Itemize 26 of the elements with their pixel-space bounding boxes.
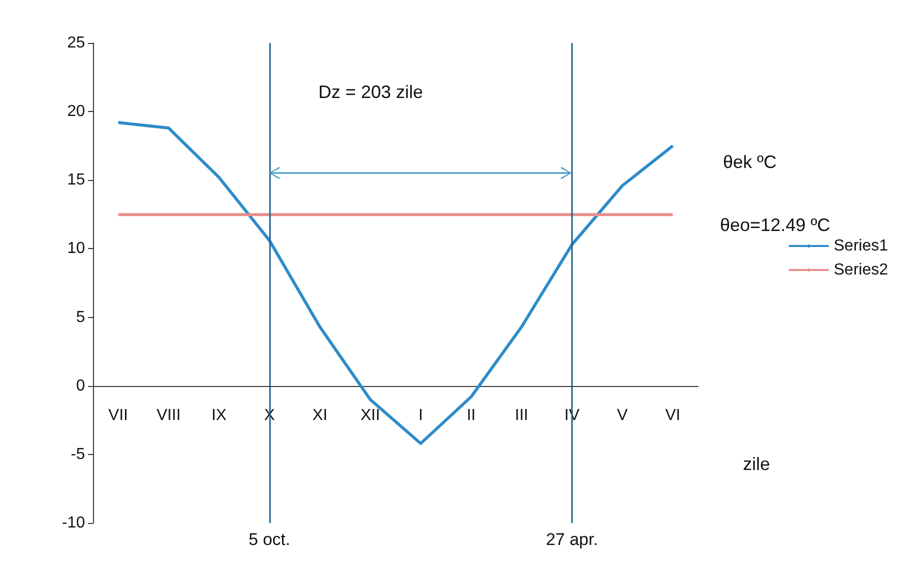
x-tick-label: V	[617, 407, 628, 424]
ref-line-label: 27 apr.	[546, 530, 598, 549]
x-tick-label: XI	[312, 407, 328, 424]
y-tick-label: 10	[67, 240, 86, 258]
x-axis-title: zile	[743, 454, 770, 474]
y-tick-label: -10	[62, 514, 86, 532]
text: θek ºC	[723, 152, 777, 172]
x-tick-label: II	[466, 407, 476, 424]
x-tick-label: XII	[360, 407, 380, 424]
x-tick-label: IX	[211, 407, 227, 424]
text: θeo=12.49 ºC	[720, 215, 830, 235]
y-tick-label: 5	[76, 308, 86, 326]
y-tick-label: -5	[70, 446, 86, 463]
y-tick-label: 25	[67, 34, 86, 52]
x-tick-label: I	[418, 407, 423, 424]
x-tick-label: III	[514, 407, 528, 424]
x-tick-label: VII	[108, 407, 128, 424]
y-tick-label: 20	[67, 103, 86, 120]
y-tick-label: 0	[76, 377, 86, 394]
annotation: Dz = 203 zile	[318, 82, 423, 102]
ref-line-label: 5 oct.	[248, 530, 290, 549]
legend-label: Series2	[834, 262, 888, 278]
y-tick-label: 15	[67, 172, 86, 189]
x-tick-label: VIII	[156, 407, 181, 424]
legend-label: Series1	[834, 238, 888, 254]
x-tick-label: VI	[665, 407, 680, 424]
